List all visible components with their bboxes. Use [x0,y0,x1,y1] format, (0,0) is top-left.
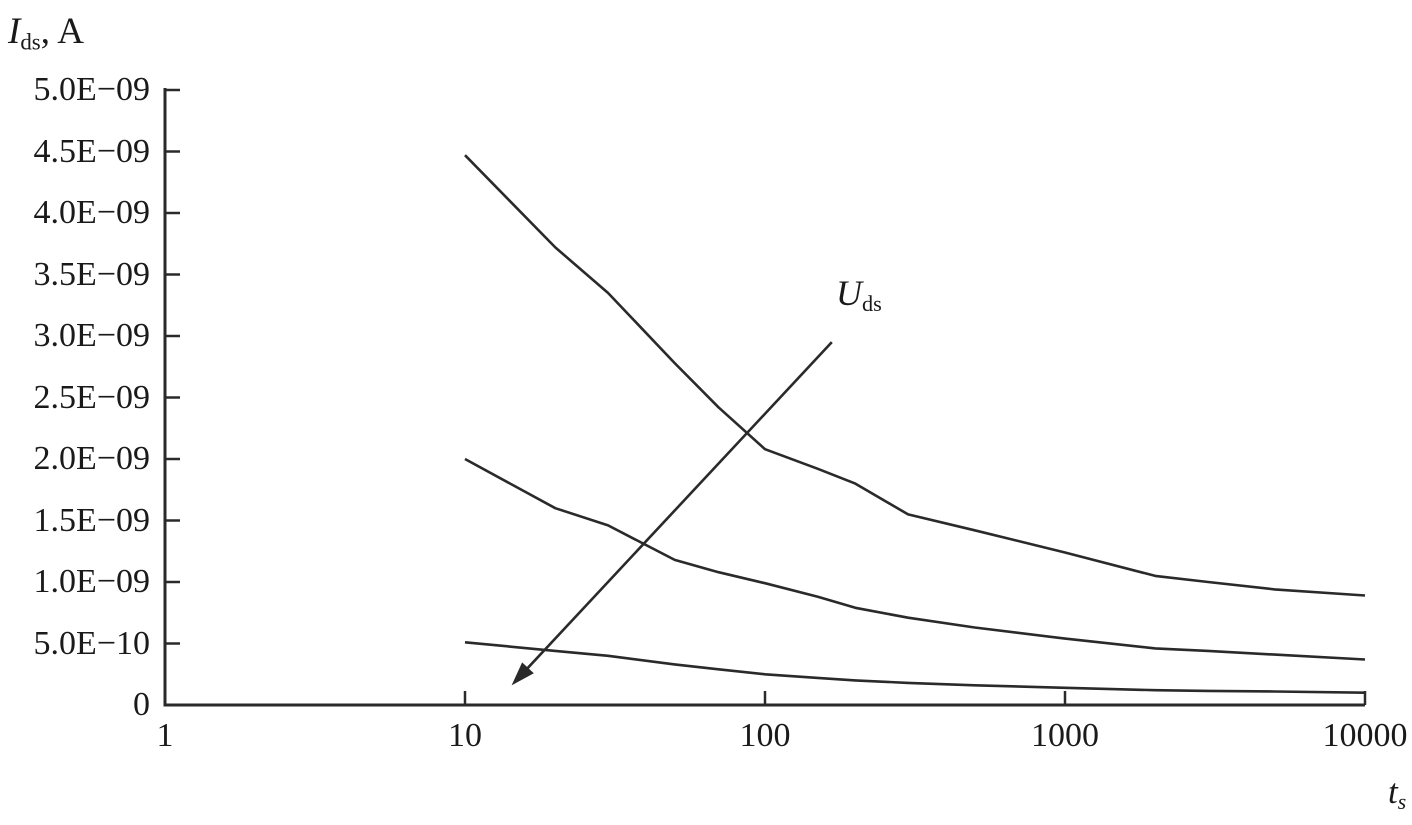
annotation-arrow-head [511,662,534,686]
y-tick-label: 3.5E−09 [33,255,150,293]
x-axis-symbol: t [1388,772,1398,811]
upper-curve [464,154,1366,597]
lower-curve [464,641,1366,694]
y-tick-label: 2.0E−09 [33,440,150,477]
y-axis-symbol: I [8,11,21,52]
x-axis-subscript: s [1397,790,1407,815]
y-tick-label: 0 [133,686,150,723]
x-tick-label: 1 [156,717,174,754]
annotation-symbol: U [836,273,862,313]
x-tick-label: 10 [448,717,482,754]
annotation-label: Uds [836,272,882,317]
x-tick-label: 10000 [1322,717,1408,754]
middle-curve [464,457,1366,661]
x-tick-label: 1000 [1031,717,1099,754]
x-tick-label: 100 [739,717,791,754]
y-tick-label: 4.5E−09 [33,132,150,170]
annotation-subscript: ds [862,291,882,317]
y-axis-unit: , A [40,11,84,52]
y-tick-label: 1.0E−09 [33,563,150,600]
y-tick-label: 2.5E−09 [33,378,150,416]
x-axis-title: ts [1388,772,1406,815]
y-tick-label: 1.5E−09 [33,501,150,539]
y-tick-label: 3.0E−09 [33,317,150,354]
y-tick-label: 5.0E−09 [33,71,150,108]
annotation-arrow-line [524,341,833,672]
axis-frame [163,88,1365,707]
y-axis-title: Ids, A [8,10,84,55]
y-tick-label: 4.0E−09 [33,194,150,231]
y-tick-label: 5.0E−10 [33,624,150,662]
y-axis-subscript: ds [20,29,41,55]
